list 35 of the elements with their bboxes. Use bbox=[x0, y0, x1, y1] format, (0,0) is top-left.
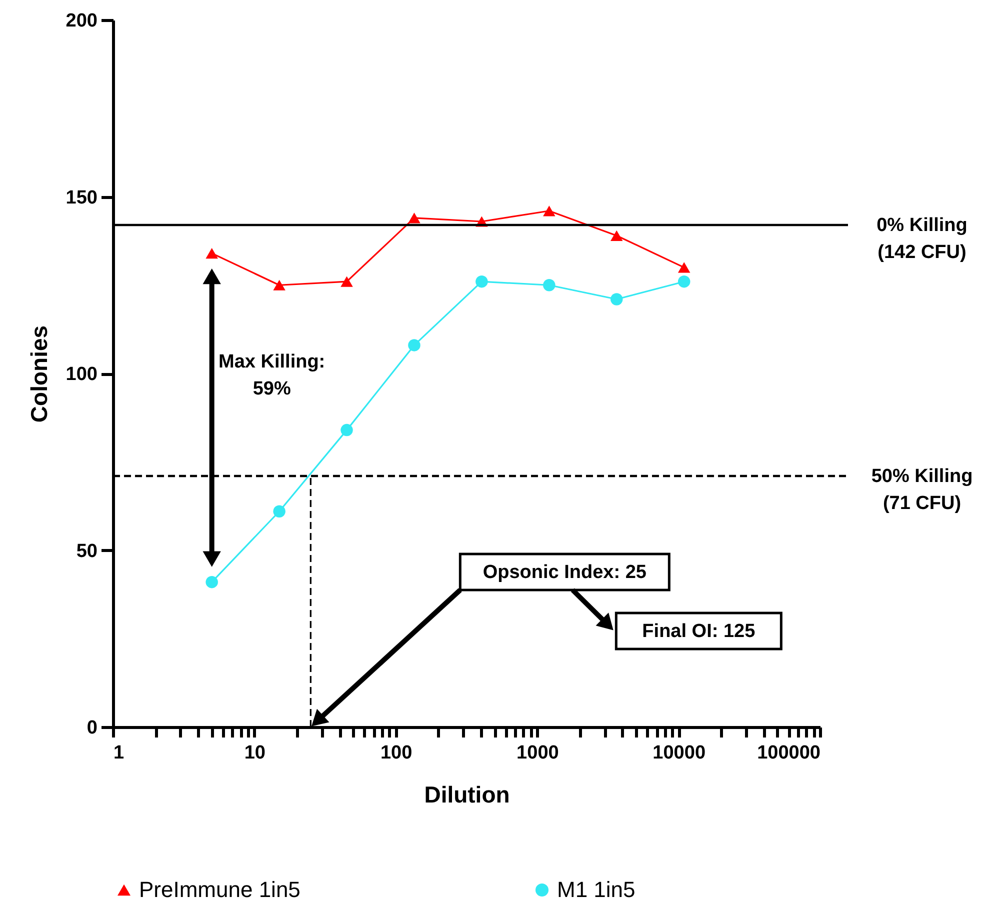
y-tick-label: 50 bbox=[76, 540, 98, 562]
x-tick-label: 100000 bbox=[757, 742, 820, 764]
point bbox=[543, 206, 556, 216]
ref-line-label: 50% Killing (71 CFU) bbox=[871, 466, 973, 514]
point bbox=[610, 230, 623, 241]
x-tick-label: 10000 bbox=[652, 742, 706, 764]
point bbox=[543, 279, 556, 292]
legend-label: M1 1in5 bbox=[557, 877, 636, 902]
point bbox=[206, 576, 218, 588]
y-axis-title: Colonies bbox=[26, 325, 52, 423]
x-tick-label: 100 bbox=[380, 742, 412, 764]
ref-line-label: 0% Killing (142 CFU) bbox=[876, 215, 968, 264]
point bbox=[273, 505, 286, 518]
point bbox=[610, 293, 623, 306]
point bbox=[408, 339, 420, 352]
point bbox=[476, 275, 488, 288]
point bbox=[408, 212, 420, 224]
point bbox=[678, 275, 690, 288]
x-tick-label: 1000 bbox=[516, 742, 559, 764]
legend-label: PreImmune 1in5 bbox=[139, 877, 300, 902]
x-axis-title: Dilution bbox=[424, 782, 510, 808]
y-tick-label: 0 bbox=[86, 718, 98, 738]
point bbox=[340, 424, 353, 436]
point bbox=[273, 280, 286, 290]
point bbox=[206, 248, 218, 259]
y-tick-label: 150 bbox=[66, 187, 98, 208]
x-tick-label: 10 bbox=[244, 742, 266, 764]
y-tick-label: 100 bbox=[66, 364, 98, 385]
annotation: Max Killing: 59% bbox=[218, 352, 326, 400]
x-tick-label: 1 bbox=[114, 742, 124, 764]
point bbox=[340, 276, 353, 287]
y-tick-label: 200 bbox=[66, 10, 98, 32]
point bbox=[678, 262, 690, 273]
annotation: Opsonic Index: 25 bbox=[482, 562, 647, 583]
annotation: Final OI: 125 bbox=[642, 621, 756, 642]
